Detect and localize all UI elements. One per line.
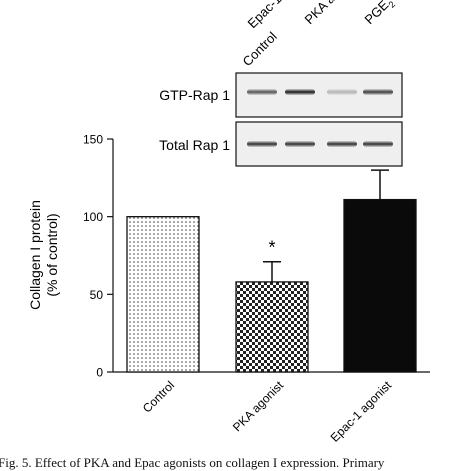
blot-band [363,89,393,95]
blot-band [327,89,357,95]
blot-lane-label-pka-agonist: PKA agonist [302,0,363,27]
blot-band [247,141,277,147]
figure-caption: Fig. 5. Effect of PKA and Epac agonists … [0,455,385,470]
bar-chart: Collagen I protein (% of control) 0 50 100… [27,133,430,445]
blot-band [327,141,357,147]
blot-bands-total-rap-1 [247,141,393,147]
bar-pka-agonist [235,281,309,373]
blot-bands-gtp-rap-1 [247,89,393,95]
x-tick-label: Epac-1 agonist [328,378,395,445]
blot-band [285,141,315,147]
y-tick-label: 100 [83,210,103,224]
bars [126,198,417,373]
y-axis-label-unit: (% of control) [44,213,60,296]
y-tick-label: 0 [96,366,103,380]
blot-band [247,89,277,95]
bar-control [126,216,200,373]
y-tick-label: 150 [83,133,103,147]
blot-lane-label-control: Control [240,29,280,69]
significance-asterisk: * [268,238,275,258]
x-tick-label: PKA agonist [230,378,287,435]
blot-band [285,89,315,95]
blot-row-label-total-rap-1: Total Rap 1 [159,137,230,153]
blot-lane-labels: Control Epac-1 agonist PKA agonist PGE2 [240,0,398,69]
blot-lane-label-pge2: PGE2 [362,0,398,29]
blot-band [363,141,393,147]
y-axis-label: Collagen I protein [27,200,43,310]
error-bars [263,169,389,282]
western-blot: Control Epac-1 agonist PKA agonist PGE2 … [159,0,403,167]
x-axis-tick-labels: Control PKA agonist Epac-1 agonist [140,378,395,445]
y-axis-ticks: 0 50 100 150 [83,133,113,380]
bar-epac-1-agonist [343,198,417,373]
significance-markers: * [268,238,275,258]
blot-row-label-gtp-rap-1: GTP-Rap 1 [159,87,230,103]
y-tick-label: 50 [90,288,104,302]
x-tick-label: Control [140,378,177,415]
